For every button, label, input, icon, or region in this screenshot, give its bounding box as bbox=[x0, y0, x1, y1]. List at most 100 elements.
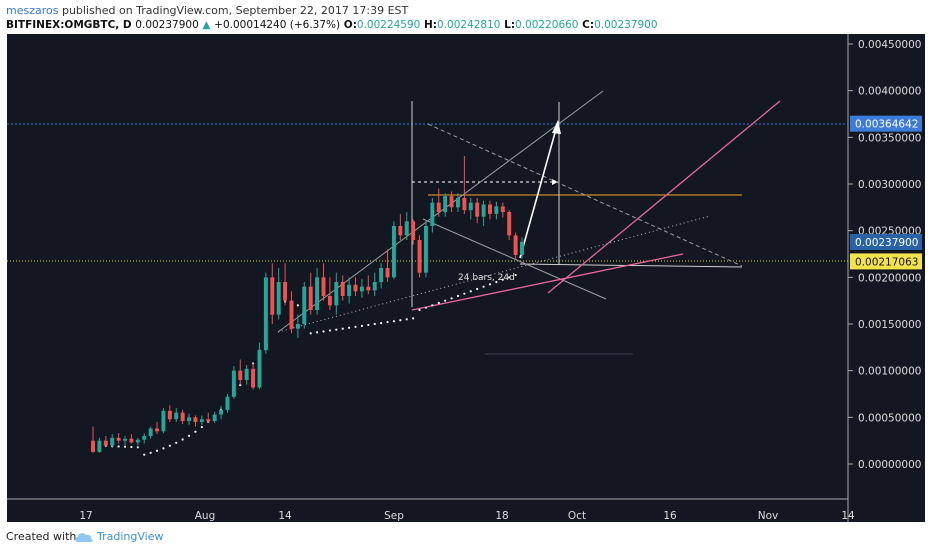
candle[interactable] bbox=[225, 394, 230, 413]
candle[interactable] bbox=[481, 200, 486, 226]
candle[interactable] bbox=[231, 366, 236, 399]
projection-arrow-line[interactable] bbox=[519, 121, 559, 259]
candle[interactable] bbox=[404, 212, 409, 240]
candle-body bbox=[481, 204, 486, 217]
candle[interactable] bbox=[142, 433, 147, 444]
candle[interactable] bbox=[353, 277, 358, 296]
candle[interactable] bbox=[238, 359, 243, 385]
tradingview-brand-link[interactable]: TradingView bbox=[97, 530, 164, 543]
candle[interactable] bbox=[97, 437, 102, 453]
candle[interactable] bbox=[494, 201, 499, 220]
candle[interactable] bbox=[385, 249, 390, 282]
candle[interactable] bbox=[436, 188, 441, 217]
candle-body bbox=[270, 277, 275, 315]
candle[interactable] bbox=[129, 434, 134, 444]
candle[interactable] bbox=[455, 193, 460, 212]
candle-body bbox=[110, 437, 115, 446]
candle[interactable] bbox=[308, 272, 313, 315]
candle[interactable] bbox=[103, 436, 108, 448]
sar-dot bbox=[437, 301, 440, 305]
sar-dot bbox=[200, 425, 203, 429]
candlesticks[interactable] bbox=[91, 156, 524, 453]
sar-dot bbox=[373, 322, 376, 326]
candle[interactable] bbox=[321, 263, 326, 301]
candle[interactable] bbox=[315, 268, 320, 315]
candle[interactable] bbox=[423, 221, 428, 278]
descending-wedge-line[interactable] bbox=[422, 218, 607, 300]
candle[interactable] bbox=[276, 268, 281, 320]
candle[interactable] bbox=[180, 409, 185, 424]
candle[interactable] bbox=[475, 198, 480, 224]
candle[interactable] bbox=[206, 412, 211, 423]
candle[interactable] bbox=[430, 198, 435, 233]
candle[interactable] bbox=[327, 277, 332, 310]
candle-body bbox=[123, 438, 127, 441]
candle[interactable] bbox=[123, 436, 127, 446]
candle[interactable] bbox=[500, 202, 505, 218]
candle[interactable] bbox=[507, 210, 512, 240]
candle[interactable] bbox=[391, 221, 396, 280]
dotted-support-trendline[interactable] bbox=[277, 215, 711, 333]
candle[interactable] bbox=[513, 232, 518, 259]
candle[interactable] bbox=[411, 219, 416, 245]
sar-dot bbox=[316, 331, 319, 334]
candle[interactable] bbox=[289, 291, 294, 334]
price-label-last-price: 0.00237900 bbox=[850, 233, 922, 250]
candle[interactable] bbox=[174, 408, 179, 422]
dashed-descending-trendline[interactable] bbox=[427, 123, 743, 267]
time-tick-label: 14 bbox=[278, 510, 292, 522]
candle[interactable] bbox=[199, 415, 204, 425]
candle[interactable] bbox=[372, 272, 377, 296]
price-chart[interactable]: 0.00450000 0.00400000 0.00350000 0.00300000… bbox=[0, 34, 932, 524]
time-axis[interactable]: 17 Aug 14 Sep 18 Oct 16 Nov 14 bbox=[79, 510, 855, 522]
open-value: 0.00224590 bbox=[356, 19, 421, 31]
candle[interactable] bbox=[398, 213, 403, 240]
candle[interactable] bbox=[251, 363, 256, 390]
measure-base-line[interactable] bbox=[519, 263, 743, 268]
candle[interactable] bbox=[212, 411, 217, 423]
candle[interactable] bbox=[468, 198, 473, 220]
price-label-text: 0.00364642 bbox=[855, 119, 918, 131]
candle[interactable] bbox=[257, 342, 262, 390]
sar-dot bbox=[155, 449, 159, 452]
candle[interactable] bbox=[417, 235, 422, 278]
candle[interactable] bbox=[347, 277, 352, 304]
candle[interactable] bbox=[520, 237, 524, 259]
pink-support-line[interactable] bbox=[411, 253, 684, 311]
candle[interactable] bbox=[295, 314, 300, 338]
candle[interactable] bbox=[155, 422, 160, 435]
candle[interactable] bbox=[116, 433, 121, 444]
candle[interactable] bbox=[302, 282, 307, 329]
candle[interactable] bbox=[283, 263, 288, 306]
sar-dot bbox=[194, 430, 197, 433]
candle[interactable] bbox=[219, 406, 224, 420]
price-axis[interactable]: 0.00450000 0.00400000 0.00350000 0.00300000… bbox=[848, 39, 921, 471]
candle-body bbox=[321, 277, 326, 296]
candle[interactable] bbox=[270, 263, 275, 324]
candle[interactable] bbox=[443, 193, 448, 217]
candle[interactable] bbox=[244, 365, 249, 385]
candle[interactable] bbox=[91, 426, 95, 453]
candle[interactable] bbox=[340, 275, 345, 301]
candle[interactable] bbox=[148, 426, 153, 439]
sar-dot bbox=[360, 324, 364, 327]
candle[interactable] bbox=[135, 437, 140, 446]
candle[interactable] bbox=[193, 415, 198, 427]
candle[interactable] bbox=[263, 272, 268, 354]
candle[interactable] bbox=[379, 263, 384, 289]
candle[interactable] bbox=[449, 191, 454, 212]
candle[interactable] bbox=[366, 275, 371, 295]
candle[interactable] bbox=[488, 200, 492, 220]
candle-body bbox=[97, 440, 102, 452]
created-with-text: Created with bbox=[6, 530, 77, 543]
candle[interactable] bbox=[359, 279, 364, 298]
published-text: published on TradingView.com, September … bbox=[58, 4, 409, 17]
candle[interactable] bbox=[110, 434, 115, 449]
candle[interactable] bbox=[167, 405, 172, 422]
author-link[interactable]: meszaros bbox=[6, 4, 59, 17]
candle[interactable] bbox=[187, 413, 192, 425]
candle[interactable] bbox=[334, 272, 339, 315]
candle[interactable] bbox=[161, 408, 166, 434]
pink-steep-trendline[interactable] bbox=[547, 100, 781, 294]
candle[interactable] bbox=[462, 156, 467, 214]
